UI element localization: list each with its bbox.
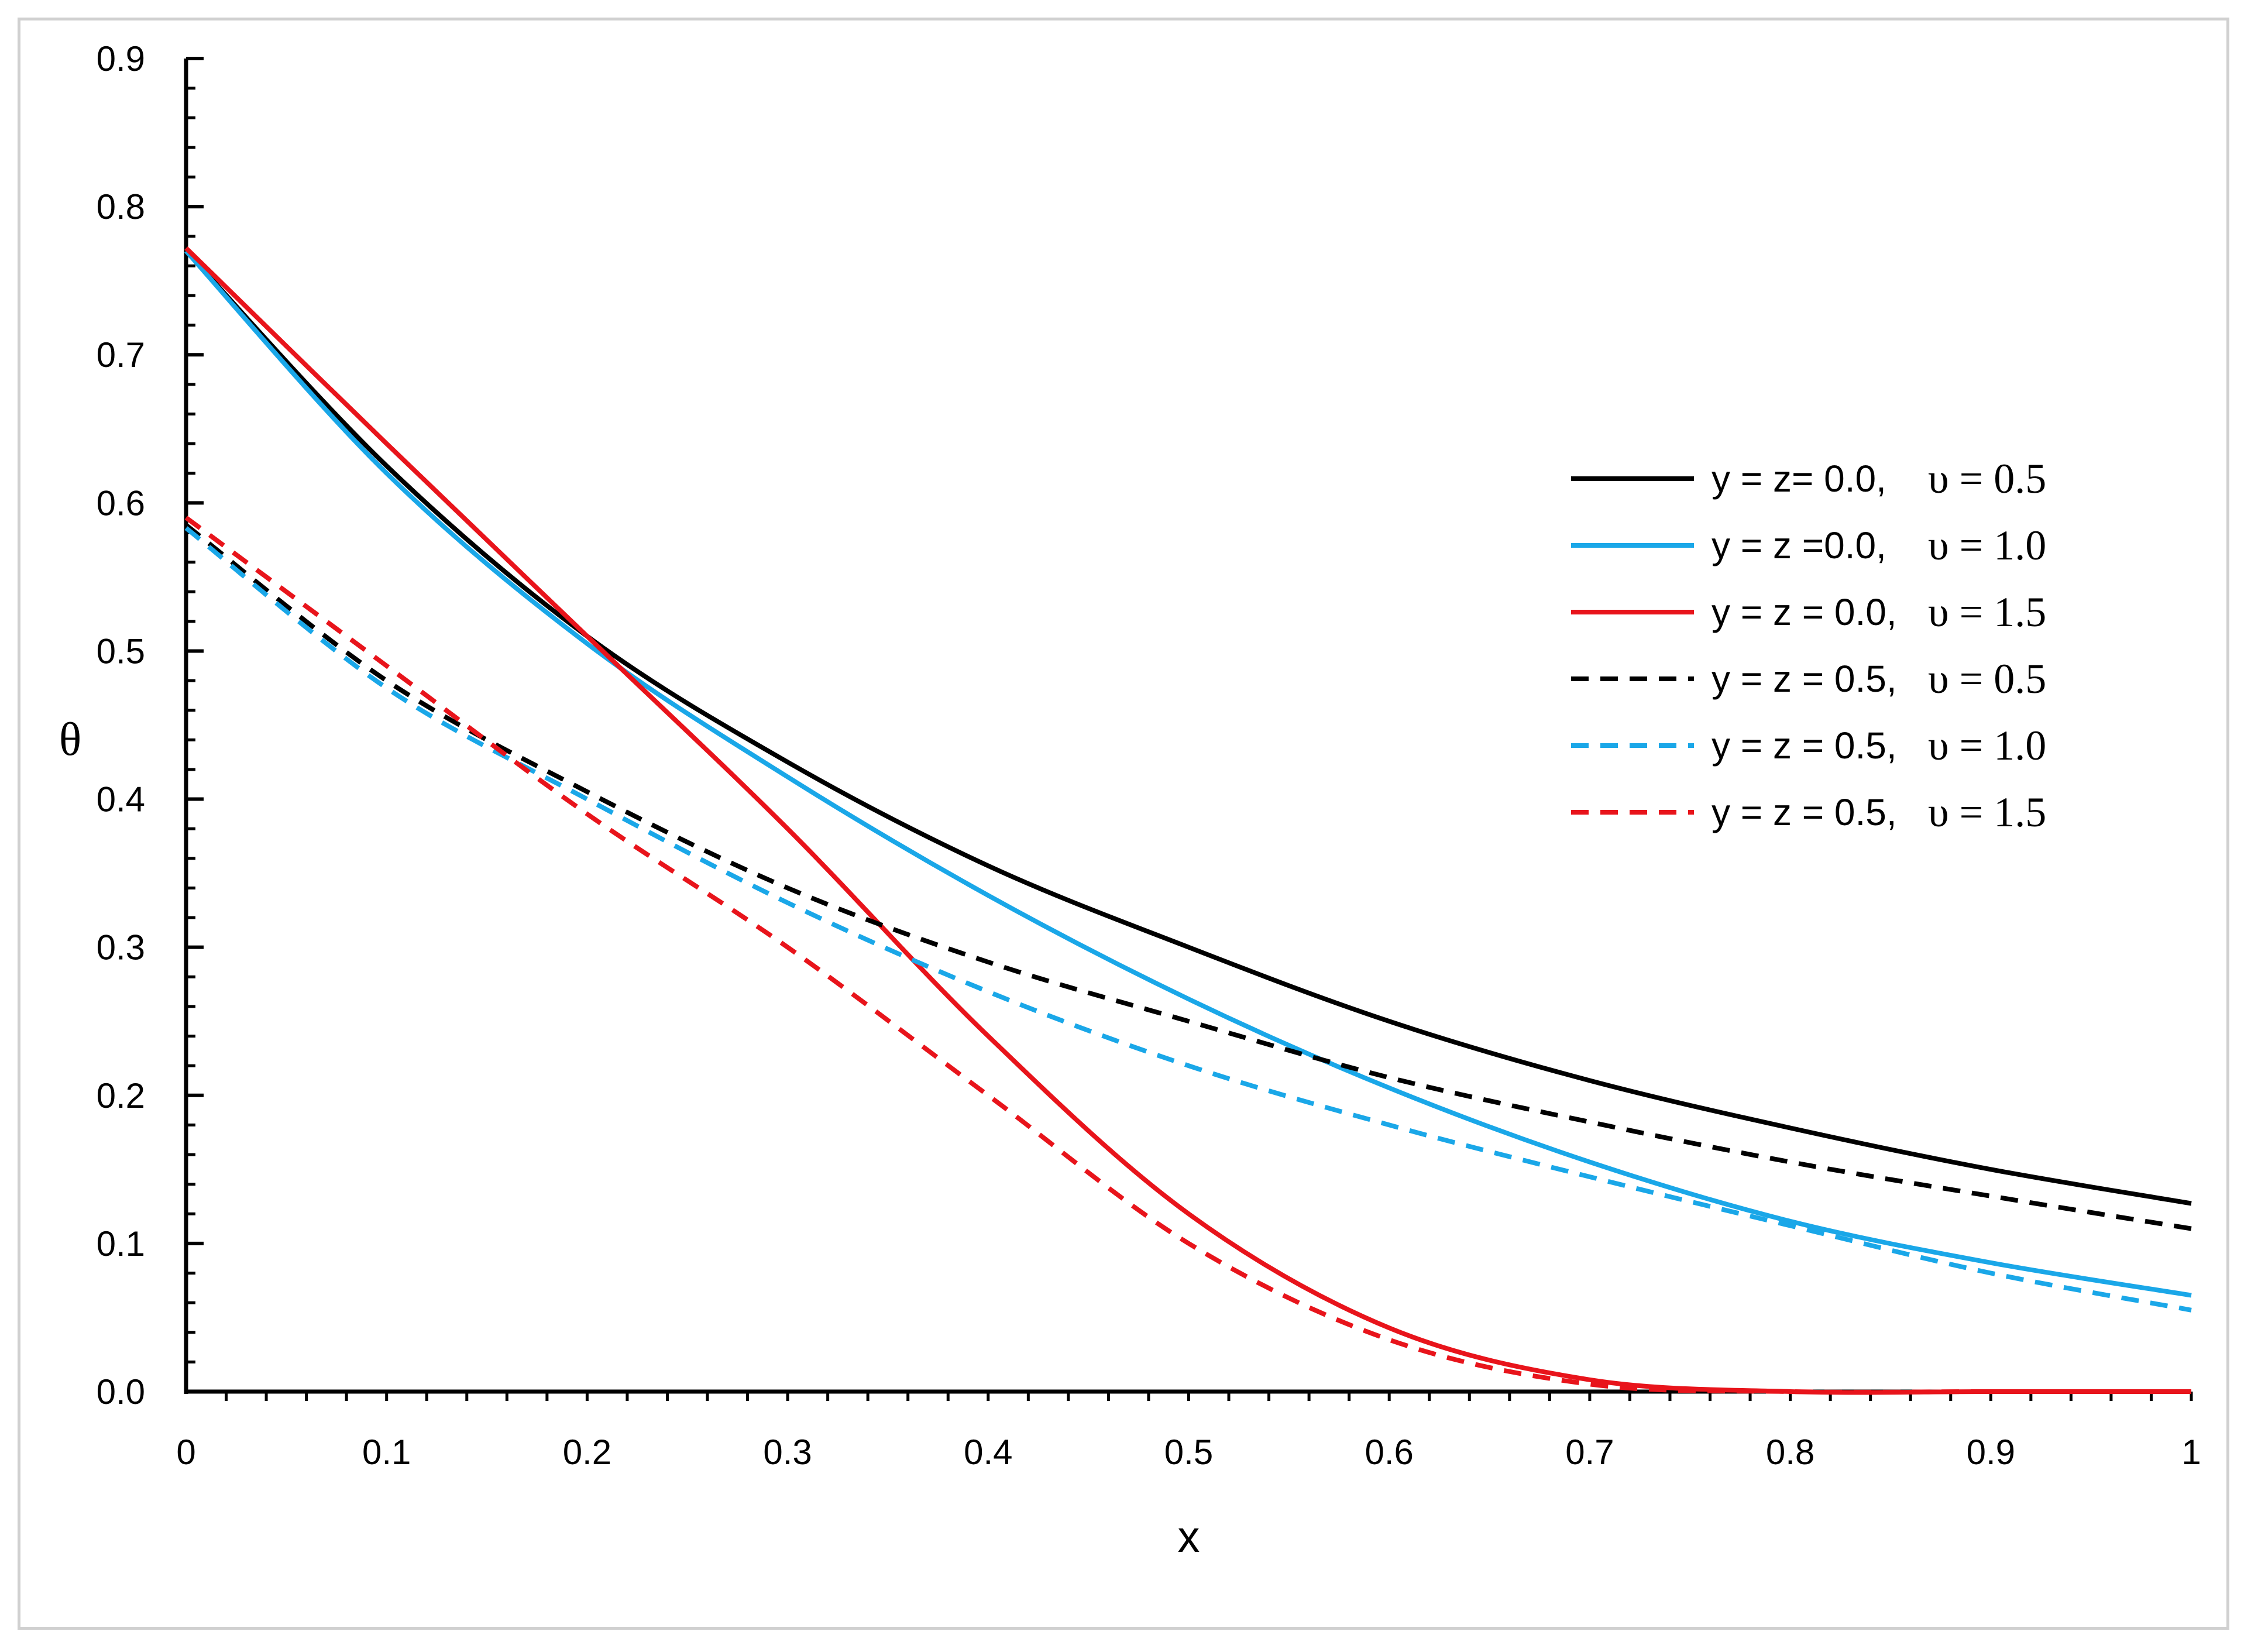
legend-label-2: y = z =0.0, bbox=[1712, 524, 1886, 566]
y-tick-label: 0.9 bbox=[97, 39, 145, 78]
series-line-4 bbox=[184, 523, 2192, 1231]
x-tick-label: 1 bbox=[2181, 1433, 2201, 1472]
y-tick-label: 0.4 bbox=[97, 780, 145, 819]
legend-label-6: y = z = 0.5, bbox=[1712, 791, 1897, 833]
series-line-6 bbox=[184, 516, 2191, 1395]
series-line-3 bbox=[184, 246, 2191, 1395]
legend-param-3: υ = 1.5 bbox=[1928, 589, 2046, 636]
legend-label-5: y = z = 0.5, bbox=[1712, 724, 1897, 767]
x-tick-label: 0.7 bbox=[1565, 1433, 1614, 1472]
x-tick-label: 0.3 bbox=[763, 1433, 812, 1472]
legend-param-6: υ = 1.5 bbox=[1928, 789, 2046, 836]
x-tick-label: 0.1 bbox=[362, 1433, 411, 1472]
legend-param-4: υ = 0.5 bbox=[1928, 655, 2046, 702]
x-tick-label: 0 bbox=[176, 1433, 195, 1472]
legend: y = z= 0.0, υ = 0.5 y = z =0.0, υ = 1.0 y = … bbox=[1571, 455, 2046, 836]
series-line-5 bbox=[184, 526, 2192, 1313]
legend-param-5: υ = 1.0 bbox=[1928, 722, 2046, 769]
x-axis-title: x bbox=[1178, 1512, 1200, 1562]
y-tick-label: 0.8 bbox=[97, 187, 145, 226]
legend-label-1: y = z= 0.0, bbox=[1712, 458, 1886, 500]
y-tick-label: 0.6 bbox=[97, 483, 145, 523]
y-axis-title: θ bbox=[59, 714, 81, 765]
legend-param-2: υ = 1.0 bbox=[1928, 522, 2046, 569]
x-tick-label: 0.5 bbox=[1164, 1433, 1213, 1472]
y-tick-label: 0.3 bbox=[97, 928, 145, 967]
legend-label-4: y = z = 0.5, bbox=[1712, 658, 1897, 700]
y-tick-label: 0.7 bbox=[97, 335, 145, 375]
x-tick-label: 0.2 bbox=[563, 1433, 611, 1472]
series-layer bbox=[184, 246, 2192, 1395]
y-tick-label: 0.0 bbox=[97, 1372, 145, 1411]
series-line-2 bbox=[184, 249, 2192, 1298]
x-tick-label: 0.8 bbox=[1766, 1433, 1814, 1472]
y-tick-label: 0.1 bbox=[97, 1224, 145, 1263]
y-tick-label: 0.2 bbox=[97, 1076, 145, 1115]
x-tick-label: 0.6 bbox=[1365, 1433, 1413, 1472]
x-tick-label: 0.9 bbox=[1967, 1433, 2015, 1472]
legend-param-1: υ = 0.5 bbox=[1928, 455, 2046, 502]
legend-label-3: y = z = 0.0, bbox=[1712, 591, 1897, 633]
series-line-1 bbox=[184, 249, 2192, 1206]
figure-frame bbox=[18, 18, 2229, 1630]
x-tick-label: 0.4 bbox=[964, 1433, 1012, 1472]
y-tick-label: 0.5 bbox=[97, 631, 145, 671]
